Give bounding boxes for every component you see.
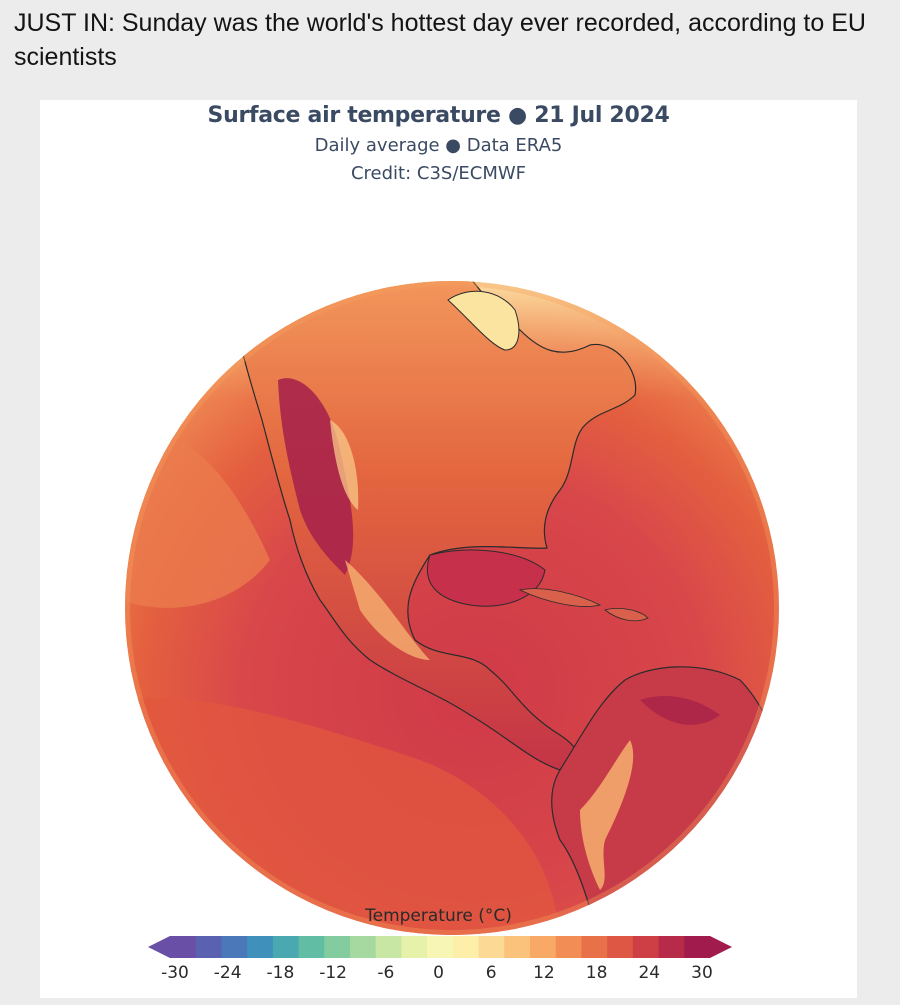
legend-tick-label: -30 (161, 963, 189, 983)
figure-title: Surface air temperature ● 21 Jul 2024 (207, 103, 670, 128)
legend-tick-label: 6 (485, 963, 497, 983)
legend-tick-label: -24 (213, 963, 242, 983)
post-headline: JUST IN: Sunday was the world's hottest … (14, 9, 866, 71)
legend-title: Temperature (°C) (365, 906, 512, 926)
figure-credit: Credit: C3S/ECMWF (350, 163, 527, 184)
legend-tick-label: -12 (319, 963, 347, 983)
legend-tick-label: 12 (533, 963, 555, 983)
legend-tick-label: 0 (433, 963, 444, 983)
legend-tick-label: 24 (638, 963, 661, 983)
legend-tick-label: 30 (691, 963, 713, 983)
figure-subtitle: Daily average ● Data ERA5 (314, 135, 563, 156)
legend-tick-label: -18 (266, 963, 295, 983)
figure-panel (40, 100, 857, 998)
legend-tick-label: -6 (377, 963, 395, 983)
legend-tick-label: 18 (585, 963, 608, 983)
